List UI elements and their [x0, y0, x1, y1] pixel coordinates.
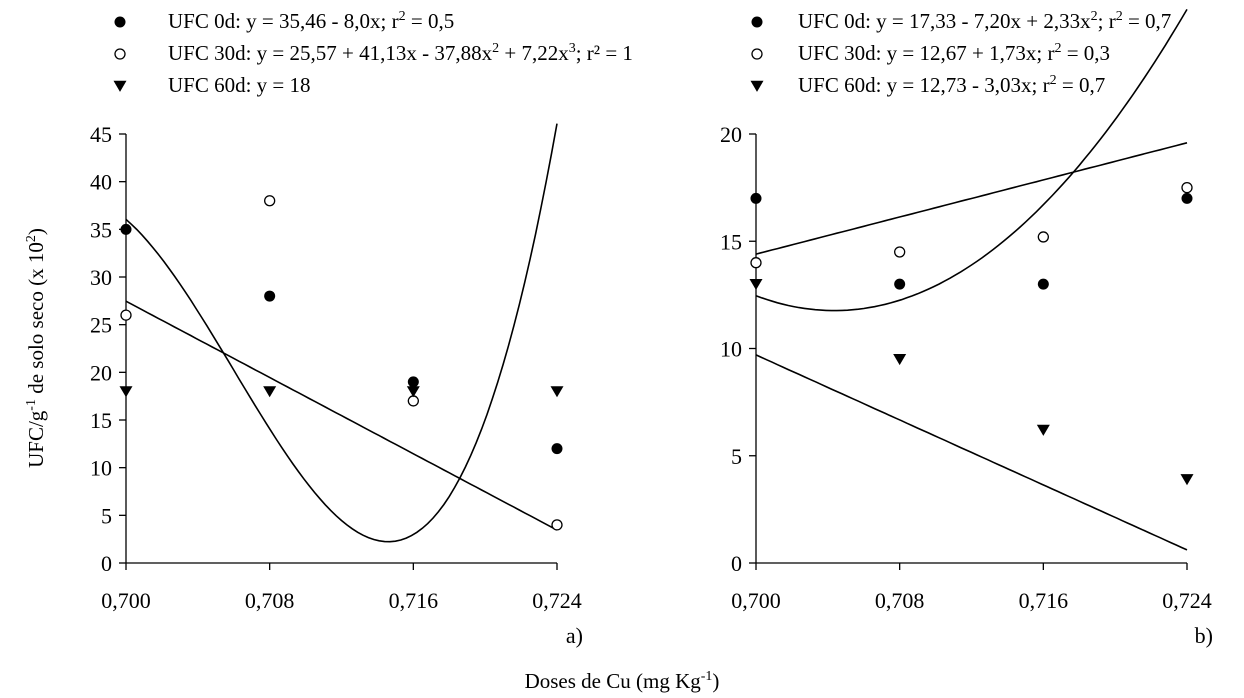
data-point-series-2 — [750, 257, 762, 269]
data-point-series-3 — [406, 386, 420, 398]
y-tick-label: 15 — [90, 408, 112, 433]
x-axis-label-close: ) — [712, 669, 719, 693]
y-tick-label: 25 — [90, 313, 112, 338]
x-tick-label: 0,716 — [1019, 588, 1069, 613]
data-point-series-2 — [407, 395, 419, 407]
legend-marker-series-2 — [114, 48, 126, 60]
x-axis-label-text: Doses de Cu (mg Kg — [525, 669, 702, 693]
legend-label-series-1: UFC 0d: y = 17,33 - 7,20x + 2,33x2; r2 =… — [798, 9, 1171, 33]
legend-superscript: 2 — [1091, 9, 1098, 24]
data-point-series-3 — [1036, 424, 1050, 436]
legend-text: ; r — [1098, 9, 1116, 33]
data-point-series-1 — [407, 376, 419, 388]
y-axis-label-text: de solo seco (x 10 — [24, 242, 48, 399]
legend-marker-series-3 — [113, 80, 127, 92]
legend-label-series-3: UFC 60d: y = 18 — [168, 73, 311, 97]
legend-marker-series-1 — [751, 16, 763, 28]
panel-label: a) — [566, 623, 583, 648]
panel-a: 0 5 10 15 20 25 30 35 40 45 0,700 0,708 0,716 0,724 UF… — [24, 9, 633, 648]
y-axis-label-superscript: 2 — [24, 235, 39, 242]
y-tick-label: 0 — [101, 551, 112, 576]
y-axis-label-text: UFC/g — [24, 410, 48, 468]
legend-text: = 0,5 — [406, 9, 455, 33]
data-point-series-2 — [1181, 181, 1193, 194]
legend-label-series-1: UFC 0d: y = 35,46 - 8,0x; r2 = 0,5 — [168, 9, 454, 33]
legend-marker-series-2 — [751, 48, 763, 60]
legend-text: = 0,7 — [1057, 73, 1106, 97]
y-tick-label: 20 — [90, 360, 112, 385]
data-point-series-2 — [1037, 231, 1049, 243]
legend-marker-series-3 — [750, 80, 764, 92]
data-point-series-1 — [894, 278, 906, 290]
legend-label-series-2: UFC 30d: y = 12,67 + 1,73x; r2 = 0,3 — [798, 41, 1110, 65]
legend-text: UFC 0d: y = 35,46 - 8,0x; r — [168, 9, 399, 33]
x-tick-label: 0,724 — [1162, 588, 1212, 613]
y-axis-label-superscript: -1 — [24, 399, 39, 411]
y-tick-label: 30 — [90, 265, 112, 290]
data-point-series-2 — [264, 195, 276, 207]
legend-text: UFC 30d: y = 12,67 + 1,73x; r — [798, 41, 1054, 65]
data-point-series-3 — [263, 386, 277, 398]
y-tick-label: 35 — [90, 217, 112, 242]
fit-line-series-2 — [125, 123, 558, 543]
data-point-series-1 — [264, 290, 276, 302]
y-tick-label: 0 — [731, 551, 742, 576]
x-tick-label: 0,716 — [389, 588, 439, 613]
data-point-series-1 — [120, 223, 132, 235]
data-point-series-3 — [550, 386, 564, 398]
legend-text: UFC 30d: y = 25,57 + 41,13x - 37,88x — [168, 41, 493, 65]
legend-superscript: 2 — [492, 41, 499, 56]
legend-superscript: 3 — [569, 41, 576, 56]
legend-text: ; r² = 1 — [576, 41, 633, 65]
y-tick-label: 45 — [90, 122, 112, 147]
x-tick-label: 0,700 — [731, 588, 781, 613]
fit-line-series-3 — [755, 354, 1188, 551]
data-point-series-1 — [551, 443, 563, 455]
fit-line-series-1 — [755, 8, 1188, 312]
data-point-series-2 — [551, 519, 563, 531]
legend-text: = 0,7 — [1123, 9, 1172, 33]
y-axis-label: UFC/g-1 de solo seco (x 102) — [24, 228, 48, 468]
y-tick-label: 5 — [101, 503, 112, 528]
legend-marker-series-1 — [114, 16, 126, 28]
data-point-series-2 — [120, 309, 132, 321]
panel-label: b) — [1195, 623, 1213, 648]
legend-label-series-2: UFC 30d: y = 25,57 + 41,13x - 37,88x2 + … — [168, 41, 633, 65]
data-point-series-1 — [1037, 278, 1049, 290]
x-tick-label: 0,700 — [101, 588, 151, 613]
y-tick-label: 10 — [90, 456, 112, 481]
y-tick-label: 15 — [720, 229, 742, 254]
y-axis-label-text: ) — [24, 228, 48, 235]
legend-text: UFC 60d: y = 18 — [168, 73, 311, 97]
legend-text: = 0,3 — [1061, 41, 1110, 65]
x-tick-label: 0,708 — [245, 588, 295, 613]
x-tick-label: 0,724 — [532, 588, 582, 613]
data-point-series-2 — [894, 246, 906, 258]
legend-superscript: 2 — [399, 9, 406, 24]
legend-superscript: 2 — [1116, 9, 1123, 24]
x-tick-label: 0,708 — [875, 588, 925, 613]
y-tick-label: 20 — [720, 122, 742, 147]
y-tick-label: 10 — [720, 337, 742, 362]
data-point-series-1 — [1181, 192, 1193, 204]
x-axis-label-superscript: -1 — [701, 669, 713, 684]
fit-line-series-2 — [755, 142, 1188, 255]
legend-text: UFC 0d: y = 17,33 - 7,20x + 2,33x — [798, 9, 1091, 33]
y-tick-label: 5 — [731, 444, 742, 469]
y-tick-label: 40 — [90, 170, 112, 195]
legend-text: + 7,22x — [499, 41, 569, 65]
data-point-series-3 — [893, 354, 907, 366]
legend-text: UFC 60d: y = 12,73 - 3,03x; r — [798, 73, 1050, 97]
data-point-series-3 — [749, 278, 763, 290]
data-point-series-1 — [750, 192, 762, 204]
panel-b: 0 5 10 15 20 0,700 0,708 0,716 0,724 UFC 0d: y = … — [720, 8, 1213, 648]
legend-label-series-3: UFC 60d: y = 12,73 - 3,03x; r2 = 0,7 — [798, 73, 1105, 97]
legend-superscript: 2 — [1050, 73, 1057, 88]
x-axis-label: Doses de Cu (mg Kg-1) — [525, 669, 720, 693]
data-point-series-3 — [119, 386, 133, 398]
legend-superscript: 2 — [1054, 41, 1061, 56]
fit-line-series-1 — [125, 300, 558, 531]
data-point-series-3 — [1180, 474, 1194, 486]
